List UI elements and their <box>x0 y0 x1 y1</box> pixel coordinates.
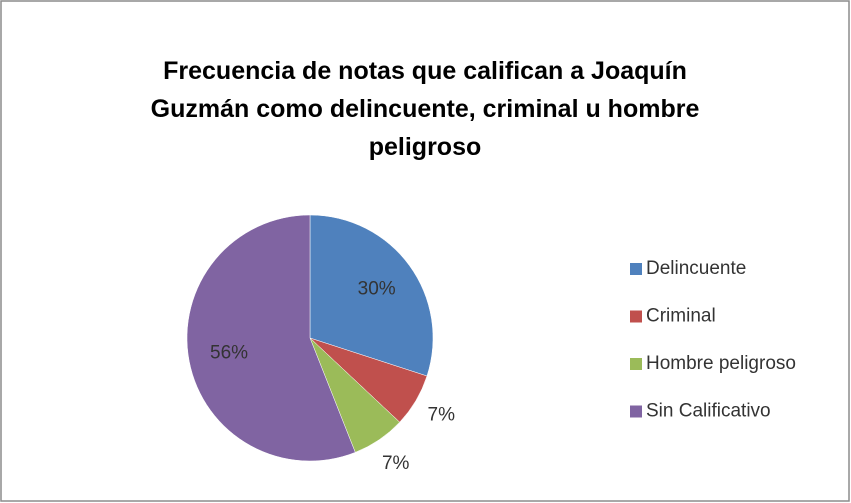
data-label: 30% <box>358 279 396 300</box>
legend-swatch <box>630 358 642 370</box>
legend-swatch <box>630 263 642 275</box>
legend-label: Criminal <box>646 306 716 327</box>
data-label: 7% <box>428 405 456 426</box>
data-label: 7% <box>382 453 410 474</box>
legend-label: Delincuente <box>646 258 746 279</box>
chart-title: Frecuencia de notas que califican a Joaq… <box>150 57 700 161</box>
legend-swatch <box>630 310 642 323</box>
legend-label: Hombre peligroso <box>646 353 796 374</box>
data-label: 56% <box>210 342 248 363</box>
legend-label: Sin Calificativo <box>646 401 771 422</box>
pie-slice <box>186 214 356 462</box>
legend-swatch <box>630 405 642 418</box>
pie-slice <box>309 214 434 377</box>
